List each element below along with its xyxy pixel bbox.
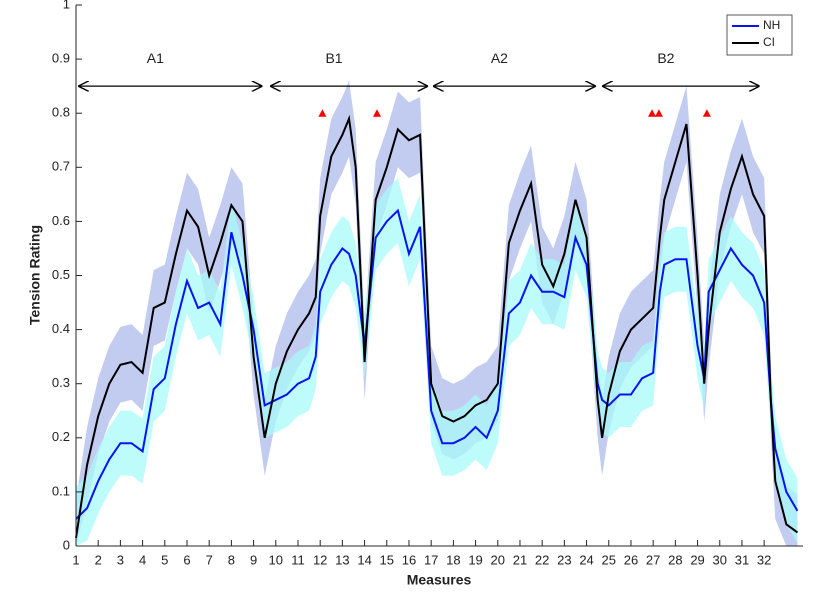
- x-tick-label: 1: [72, 552, 79, 567]
- y-tick-label: 0.7: [52, 159, 70, 174]
- y-tick-label: 1: [63, 0, 70, 11]
- legend-label: CI: [763, 35, 775, 49]
- x-tick-label: 23: [557, 552, 571, 567]
- y-tick-label: 0.9: [52, 51, 70, 66]
- x-tick-label: 32: [757, 552, 771, 567]
- x-tick-label: 15: [380, 552, 394, 567]
- legend-label: NH: [763, 18, 780, 32]
- x-tick-label: 20: [491, 552, 505, 567]
- section-label: A1: [147, 50, 164, 66]
- x-tick-label: 3: [117, 552, 124, 567]
- x-tick-label: 16: [402, 552, 416, 567]
- x-tick-label: 22: [535, 552, 549, 567]
- series-line: [75, 208, 799, 520]
- significance-marker: [702, 109, 711, 117]
- y-tick-label: 0.6: [52, 213, 70, 228]
- x-tick-label: 29: [690, 552, 704, 567]
- significance-marker: [654, 109, 663, 117]
- x-tick-label: 12: [313, 552, 327, 567]
- x-tick-label: 19: [468, 552, 482, 567]
- y-tick-label: 0.2: [52, 429, 70, 444]
- y-tick-label: 0.8: [52, 105, 70, 120]
- y-tick-label: 0.1: [52, 483, 70, 498]
- x-tick-label: 14: [357, 552, 371, 567]
- significance-marker: [373, 109, 382, 117]
- y-tick-label: 0.4: [52, 321, 70, 336]
- x-tick-label: 26: [624, 552, 638, 567]
- significance-marker: [318, 109, 327, 117]
- significance-marker: [648, 109, 657, 117]
- x-tick-label: 8: [228, 552, 235, 567]
- x-tick-label: 4: [139, 552, 146, 567]
- section-label: A2: [491, 50, 508, 66]
- section-label: B2: [657, 50, 674, 66]
- series-line: [75, 114, 799, 539]
- y-tick-label: 0.3: [52, 375, 70, 390]
- confidence-band: [76, 80, 798, 547]
- x-tick-label: 10: [269, 552, 283, 567]
- x-tick-label: 5: [161, 552, 168, 567]
- section-label: B1: [325, 50, 342, 66]
- x-tick-label: 11: [291, 552, 305, 567]
- x-tick-label: 25: [602, 552, 616, 567]
- x-tick-label: 6: [183, 552, 190, 567]
- y-axis-label: Tension Rating: [27, 225, 43, 325]
- y-tick-label: 0.5: [52, 267, 70, 282]
- x-tick-label: 18: [446, 552, 460, 567]
- x-tick-label: 30: [713, 552, 727, 567]
- x-tick-label: 2: [95, 552, 102, 567]
- x-tick-label: 28: [668, 552, 682, 567]
- x-tick-label: 21: [513, 552, 527, 567]
- x-axis-label: Measures: [407, 572, 472, 588]
- x-tick-label: 13: [335, 552, 349, 567]
- x-tick-label: 9: [250, 552, 257, 567]
- x-tick-label: 7: [206, 552, 213, 567]
- legend-box: [726, 14, 793, 56]
- y-tick-label: 0: [63, 537, 70, 552]
- x-tick-label: 27: [646, 552, 660, 567]
- x-tick-label: 17: [424, 552, 438, 567]
- x-tick-label: 24: [579, 552, 593, 567]
- x-tick-label: 31: [735, 552, 749, 567]
